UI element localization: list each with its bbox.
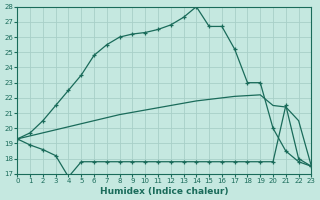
X-axis label: Humidex (Indice chaleur): Humidex (Indice chaleur)	[100, 187, 228, 196]
